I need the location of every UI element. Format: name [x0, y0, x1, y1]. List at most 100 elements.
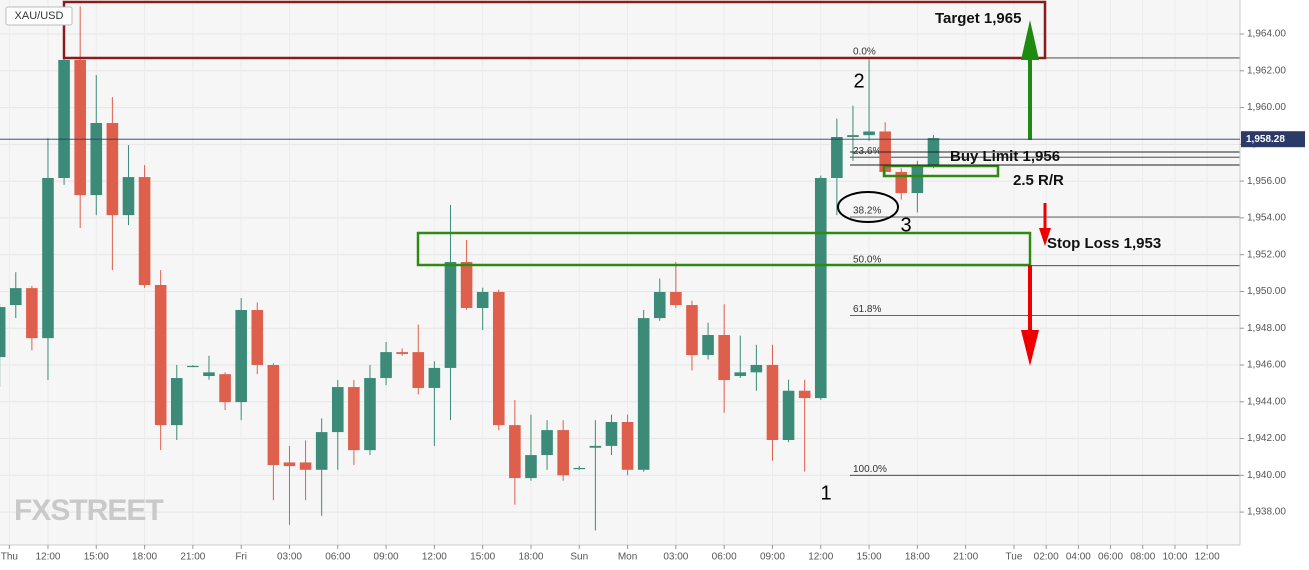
candle-body — [637, 318, 650, 470]
candle-body — [702, 335, 714, 356]
y-tick-label: 1,948.00 — [1247, 323, 1286, 334]
x-tick-label: Sun — [570, 552, 588, 563]
candle-body — [90, 123, 103, 196]
y-tick-label: 1,952.00 — [1247, 249, 1286, 260]
x-tick-label: 09:00 — [374, 552, 399, 563]
candle-body — [541, 430, 553, 456]
candle-body — [26, 288, 38, 339]
x-tick-label: 02:00 — [1034, 552, 1059, 563]
candle-body — [203, 372, 215, 377]
plot-area — [0, 0, 1240, 545]
x-tick-label: 06:00 — [1098, 552, 1123, 563]
x-tick-label: 18:00 — [132, 552, 157, 563]
fib-label: 61.8% — [853, 304, 881, 315]
candle-body — [412, 352, 425, 388]
candle-body — [187, 365, 199, 368]
candle-body — [476, 291, 489, 308]
candle-body — [492, 291, 505, 426]
arrow-down-head — [1021, 330, 1039, 366]
fib-label: 100.0% — [853, 464, 887, 475]
x-tick-label: 04:00 — [1066, 552, 1091, 563]
target-zone — [62, 0, 1047, 60]
grid — [0, 33, 1240, 513]
y-tick-label: 1,950.00 — [1247, 286, 1286, 297]
candle-body — [525, 455, 537, 479]
y-tick-label: 1,940.00 — [1247, 470, 1286, 481]
x-tick-label: Tue — [1006, 552, 1023, 563]
y-tick-label: 1,938.00 — [1247, 507, 1286, 518]
x-tick-label: 06:00 — [712, 552, 737, 563]
x-tick-label: 06:00 — [325, 552, 350, 563]
candle-body — [74, 59, 86, 196]
candle-body — [734, 372, 747, 377]
arrow-up-head — [1021, 20, 1039, 60]
risk-reward-label: 2.5 R/R — [1013, 172, 1064, 189]
fib-label: 38.2% — [853, 206, 881, 217]
y-tick-label: 1,946.00 — [1247, 360, 1286, 371]
candle-body — [283, 462, 296, 467]
candle-body — [589, 445, 602, 448]
candle-body — [396, 352, 408, 354]
support-zone — [416, 231, 1032, 267]
candle-body — [573, 467, 586, 470]
x-tick-label: 08:00 — [1130, 552, 1155, 563]
entry-zone — [882, 164, 1000, 178]
x-tick-label: 18:00 — [905, 552, 930, 563]
x-tick-label: Thu — [1, 552, 18, 563]
candle-body — [428, 367, 441, 388]
y-tick-label: 1,956.00 — [1247, 176, 1286, 187]
x-tick-label: Fri — [235, 552, 247, 563]
candle-body — [831, 136, 843, 178]
y-tick-label: 1,944.00 — [1247, 396, 1286, 407]
last-price-tag — [1241, 131, 1305, 148]
candle-body — [299, 462, 312, 470]
candle-body — [58, 59, 70, 178]
fib-label: 23.6% — [853, 146, 881, 157]
symbol-box — [5, 6, 73, 26]
x-tick-label: 21:00 — [953, 552, 978, 563]
candle-body — [718, 335, 730, 381]
candle-body — [509, 425, 521, 479]
arrow-down-small-head — [1039, 228, 1051, 246]
y-tick-label: 1,954.00 — [1247, 213, 1286, 224]
wave-label: 2 — [853, 70, 864, 92]
axes: 1,938.00 1,940.00 1,942.00 1,944.00 1,946.00… — [0, 29, 1305, 563]
x-tick-label: 10:00 — [1162, 552, 1187, 563]
candle-body — [42, 177, 54, 339]
candle-body — [154, 285, 167, 426]
stop-loss-label: Stop Loss 1,953 — [1047, 235, 1161, 252]
fib-label: 0.0% — [853, 47, 876, 58]
candle-body — [267, 364, 280, 466]
x-tick-label: 12:00 — [1195, 552, 1220, 563]
candle-body — [331, 387, 344, 433]
y-tick-label: 1,960.00 — [1247, 102, 1286, 113]
candle-body — [653, 291, 666, 319]
candle-body — [315, 432, 328, 470]
candle-body — [235, 310, 247, 403]
wave-label: 3 — [900, 214, 911, 236]
x-tick-label: 12:00 — [422, 552, 447, 563]
x-tick-label: 18:00 — [518, 552, 543, 563]
candle-body — [670, 291, 682, 306]
x-tick-label: 15:00 — [470, 552, 495, 563]
candle-body — [9, 288, 22, 306]
x-tick-label: 03:00 — [277, 552, 302, 563]
candle-body — [251, 310, 264, 365]
candle-body — [750, 364, 763, 373]
candle-body — [911, 165, 924, 194]
x-tick-label: 09:00 — [760, 552, 785, 563]
candle-body — [621, 421, 634, 470]
x-tick-label: 12:00 — [35, 552, 60, 563]
x-tick-label: 15:00 — [84, 552, 109, 563]
candle-body — [605, 421, 618, 446]
symbol: XAU/USD — [15, 10, 64, 22]
target-label: Target 1,965 — [935, 10, 1021, 27]
fib-label: 50.0% — [853, 254, 881, 265]
candle-body — [686, 305, 698, 356]
last-price-label: 1,958.28 — [1246, 134, 1285, 145]
candle-body — [863, 131, 875, 136]
candle-body — [798, 390, 811, 399]
y-tick-label: 1,964.00 — [1247, 29, 1286, 40]
